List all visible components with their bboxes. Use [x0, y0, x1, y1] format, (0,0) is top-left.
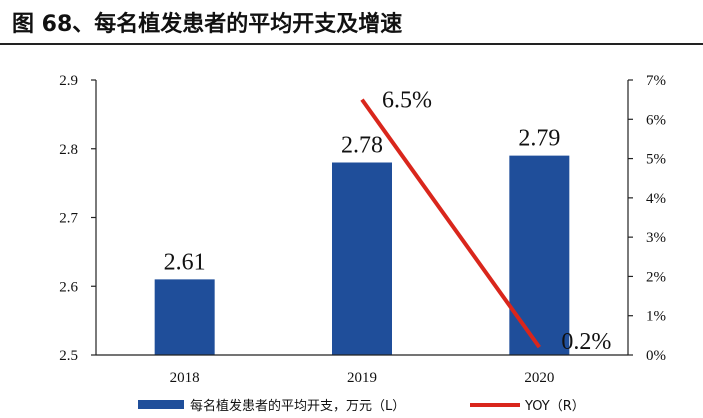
bar-data-label: 2.79 — [518, 126, 560, 152]
left-tick-label: 2.6 — [59, 279, 78, 295]
right-tick-label: 0% — [646, 348, 666, 364]
bar — [509, 155, 570, 355]
x-tick-label: 2020 — [524, 370, 554, 386]
legend: 每名植发患者的平均开支，万元（L） YOY（R） — [138, 398, 585, 414]
yoy-line — [360, 98, 541, 349]
title-divider — [0, 43, 703, 45]
right-tick-label: 4% — [646, 191, 666, 207]
yoy-data-label: 6.5% — [382, 88, 432, 114]
right-tick-label: 3% — [646, 230, 666, 246]
chart-title: 图 68、每名植发患者的平均开支及增速 — [12, 12, 403, 37]
bar — [154, 279, 215, 355]
bar-series: 2.61 2.78 2.79 — [154, 126, 570, 355]
x-axis: 2018 2019 2020 — [96, 354, 628, 386]
bar-data-label: 2.61 — [164, 249, 206, 275]
right-tick-label: 6% — [646, 112, 666, 128]
right-tick-label: 7% — [646, 73, 666, 89]
left-y-axis: 2.5 2.6 2.7 2.8 2.9 — [59, 73, 97, 364]
bar-data-label: 2.78 — [341, 133, 383, 159]
right-tick-label: 2% — [646, 269, 666, 285]
left-tick-label: 2.8 — [59, 142, 78, 158]
left-tick-label: 2.9 — [59, 73, 78, 89]
bar — [332, 162, 392, 355]
line-series: 6.5% 0.2% — [360, 88, 611, 355]
legend-bar-label: 每名植发患者的平均开支，万元（L） — [190, 398, 405, 414]
left-tick-label: 2.5 — [59, 348, 78, 364]
right-y-axis: 0% 1% 2% 3% 4% 5% 6% 7% — [627, 73, 666, 364]
right-tick-label: 1% — [646, 309, 666, 325]
left-tick-label: 2.7 — [59, 211, 78, 227]
x-tick-label: 2018 — [170, 370, 200, 386]
legend-bar-swatch — [138, 400, 184, 409]
x-tick-label: 2019 — [347, 370, 377, 386]
yoy-data-label: 0.2% — [561, 329, 611, 355]
right-tick-label: 5% — [646, 152, 666, 168]
legend-line-label: YOY（R） — [524, 399, 585, 414]
